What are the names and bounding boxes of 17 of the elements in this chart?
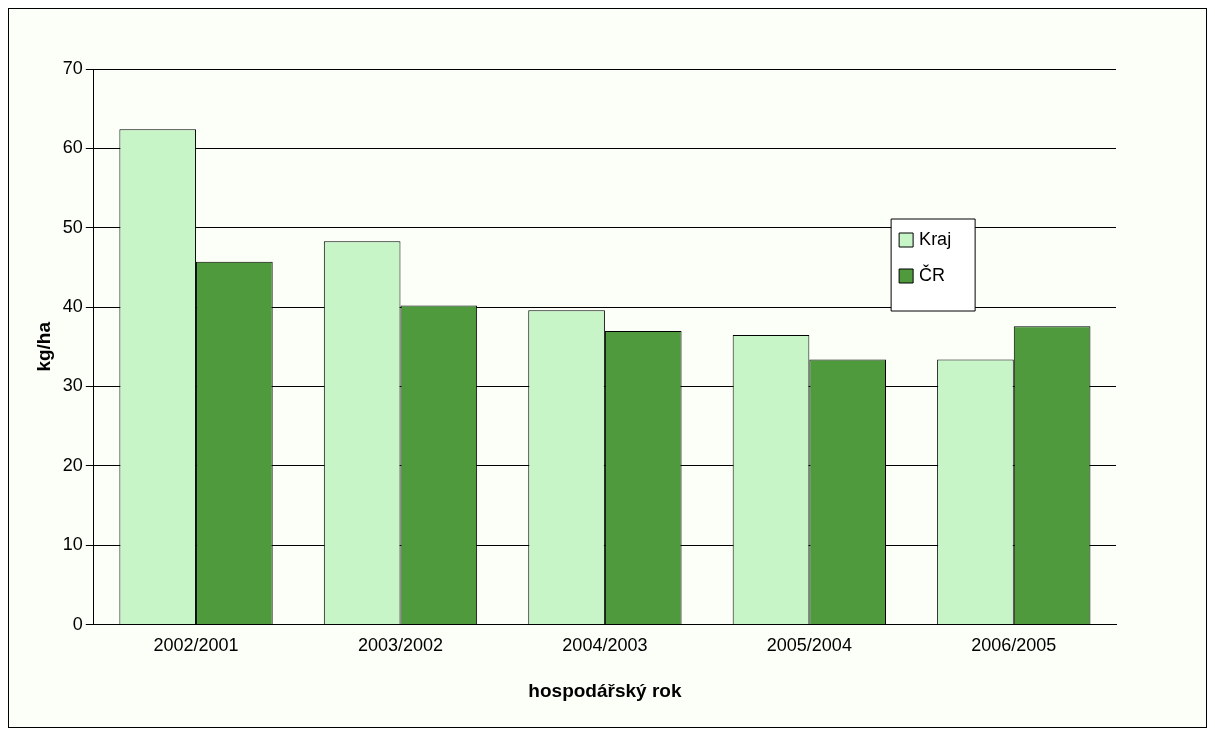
- x-tick-label: 2006/2005: [971, 635, 1057, 656]
- y-tick-label: 60: [62, 137, 83, 158]
- legend-label: Kraj: [919, 228, 952, 249]
- x-tick-label: 2004/2003: [562, 635, 648, 656]
- y-tick-label: 0: [72, 613, 83, 634]
- x-tick-label: 2005/2004: [766, 635, 852, 656]
- legend-label: ČR: [919, 263, 946, 285]
- y-tick-label: 40: [62, 296, 83, 317]
- y-axis-title: kg/ha: [32, 321, 54, 372]
- y-tick-label: 30: [62, 375, 83, 396]
- y-tick-label: 70: [62, 57, 83, 78]
- y-tick-label: 20: [62, 454, 83, 475]
- x-tick-label: 2003/2002: [357, 635, 444, 656]
- x-axis-title: hospodářský rok: [528, 679, 682, 701]
- y-tick-label: 50: [62, 216, 83, 237]
- y-tick-label: 10: [62, 534, 83, 555]
- x-tick-label: 2002/2001: [153, 635, 239, 656]
